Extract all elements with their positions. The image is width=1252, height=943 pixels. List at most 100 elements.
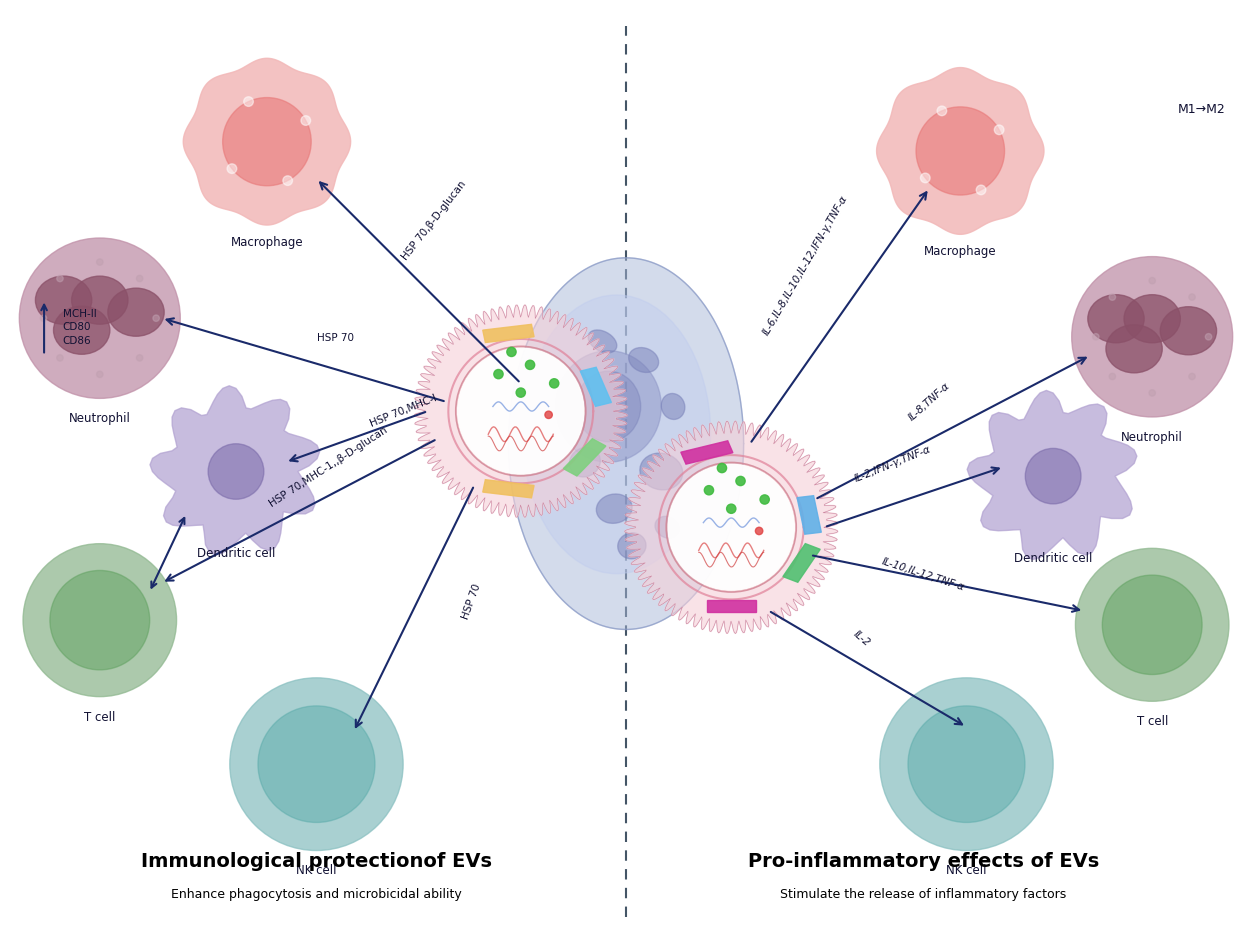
Polygon shape [563, 438, 606, 476]
Ellipse shape [230, 678, 403, 851]
Ellipse shape [96, 259, 103, 265]
Ellipse shape [300, 116, 310, 125]
Text: MCH-II
CD80
CD86: MCH-II CD80 CD86 [63, 309, 96, 346]
Ellipse shape [1106, 324, 1162, 372]
Ellipse shape [760, 495, 769, 505]
Text: Dendritic cell: Dendritic cell [197, 547, 275, 560]
Ellipse shape [629, 348, 659, 372]
Ellipse shape [526, 360, 535, 370]
Ellipse shape [916, 107, 1004, 195]
Ellipse shape [661, 393, 685, 420]
Ellipse shape [936, 106, 947, 116]
Text: HSP 70: HSP 70 [461, 583, 482, 620]
Text: Stimulate the release of inflammatory factors: Stimulate the release of inflammatory fa… [780, 887, 1067, 901]
Text: IL-8,TNF-α: IL-8,TNF-α [906, 381, 952, 423]
Polygon shape [150, 386, 319, 554]
Ellipse shape [153, 315, 159, 322]
Ellipse shape [283, 175, 293, 186]
Polygon shape [483, 480, 535, 498]
Text: M1→M2: M1→M2 [1178, 103, 1226, 116]
Ellipse shape [208, 444, 264, 499]
Ellipse shape [56, 275, 63, 282]
Ellipse shape [516, 388, 526, 397]
Ellipse shape [54, 306, 110, 355]
Polygon shape [625, 421, 838, 634]
Text: Macrophage: Macrophage [230, 236, 303, 249]
Polygon shape [681, 440, 732, 464]
Ellipse shape [522, 295, 711, 573]
Ellipse shape [596, 494, 632, 523]
Text: Neutrophil: Neutrophil [69, 412, 130, 425]
Ellipse shape [223, 97, 312, 186]
Text: T cell: T cell [84, 711, 115, 723]
Ellipse shape [23, 544, 177, 697]
Text: Pro-inflammatory effects of EVs: Pro-inflammatory effects of EVs [747, 852, 1099, 871]
Text: Dendritic cell: Dendritic cell [1014, 552, 1092, 565]
Ellipse shape [545, 411, 552, 419]
Text: Neutrophil: Neutrophil [1122, 431, 1183, 444]
Ellipse shape [50, 571, 150, 670]
Ellipse shape [136, 355, 143, 361]
Ellipse shape [617, 533, 646, 559]
Text: Macrophage: Macrophage [924, 245, 997, 258]
Ellipse shape [994, 125, 1004, 135]
Ellipse shape [493, 370, 503, 379]
Ellipse shape [1109, 294, 1116, 300]
Ellipse shape [570, 447, 600, 477]
Text: HSP 70,MHC-I: HSP 70,MHC-I [368, 393, 438, 429]
Ellipse shape [458, 348, 583, 474]
Ellipse shape [1161, 306, 1217, 355]
Polygon shape [967, 390, 1137, 559]
Ellipse shape [880, 678, 1053, 851]
Ellipse shape [1088, 294, 1144, 343]
Ellipse shape [977, 185, 985, 194]
Ellipse shape [640, 453, 682, 490]
Ellipse shape [1149, 277, 1156, 284]
Ellipse shape [507, 347, 516, 356]
Ellipse shape [550, 379, 558, 388]
Ellipse shape [1072, 256, 1233, 417]
Ellipse shape [1124, 294, 1181, 343]
Text: NK cell: NK cell [947, 865, 987, 877]
Ellipse shape [655, 517, 680, 538]
Text: IL-2,IFN-γ,TNF-α: IL-2,IFN-γ,TNF-α [853, 444, 931, 484]
Ellipse shape [920, 174, 930, 183]
Polygon shape [183, 58, 351, 225]
Ellipse shape [508, 257, 744, 629]
Ellipse shape [1189, 373, 1196, 380]
Text: Immunological protectionof EVs: Immunological protectionof EVs [141, 852, 492, 871]
Text: IL-10,IL-12,TNF-α: IL-10,IL-12,TNF-α [880, 556, 965, 592]
Ellipse shape [1206, 334, 1212, 340]
Ellipse shape [19, 238, 180, 398]
Ellipse shape [96, 372, 103, 377]
Ellipse shape [1093, 334, 1099, 340]
Ellipse shape [736, 476, 745, 486]
Ellipse shape [556, 351, 661, 462]
Ellipse shape [227, 164, 237, 174]
Polygon shape [483, 324, 535, 342]
Polygon shape [798, 496, 821, 534]
Ellipse shape [108, 289, 164, 337]
Polygon shape [580, 367, 611, 406]
Text: HSP 70: HSP 70 [317, 333, 353, 343]
Ellipse shape [1075, 548, 1229, 702]
Text: IL-2: IL-2 [851, 629, 871, 648]
Ellipse shape [669, 464, 794, 590]
Ellipse shape [726, 505, 736, 513]
Ellipse shape [1149, 389, 1156, 396]
Polygon shape [876, 68, 1044, 235]
Text: HSP 70,β-D-glucan: HSP 70,β-D-glucan [401, 179, 468, 262]
Text: Enhance phagocytosis and microbicidal ability: Enhance phagocytosis and microbicidal ab… [172, 887, 462, 901]
Text: T cell: T cell [1137, 715, 1168, 728]
Text: HSP 70,MHC-1,,β-D-glucan: HSP 70,MHC-1,,β-D-glucan [268, 424, 389, 508]
Ellipse shape [705, 486, 714, 495]
Ellipse shape [244, 97, 253, 107]
Ellipse shape [71, 276, 128, 324]
Ellipse shape [755, 527, 762, 535]
Ellipse shape [908, 706, 1025, 822]
Text: IL-6,IL-8,IL-10,IL-12,IFN-γ,TNF-α: IL-6,IL-8,IL-10,IL-12,IFN-γ,TNF-α [761, 193, 850, 337]
Ellipse shape [1109, 373, 1116, 380]
Text: NK cell: NK cell [297, 865, 337, 877]
Ellipse shape [258, 706, 374, 822]
Ellipse shape [1189, 294, 1196, 300]
